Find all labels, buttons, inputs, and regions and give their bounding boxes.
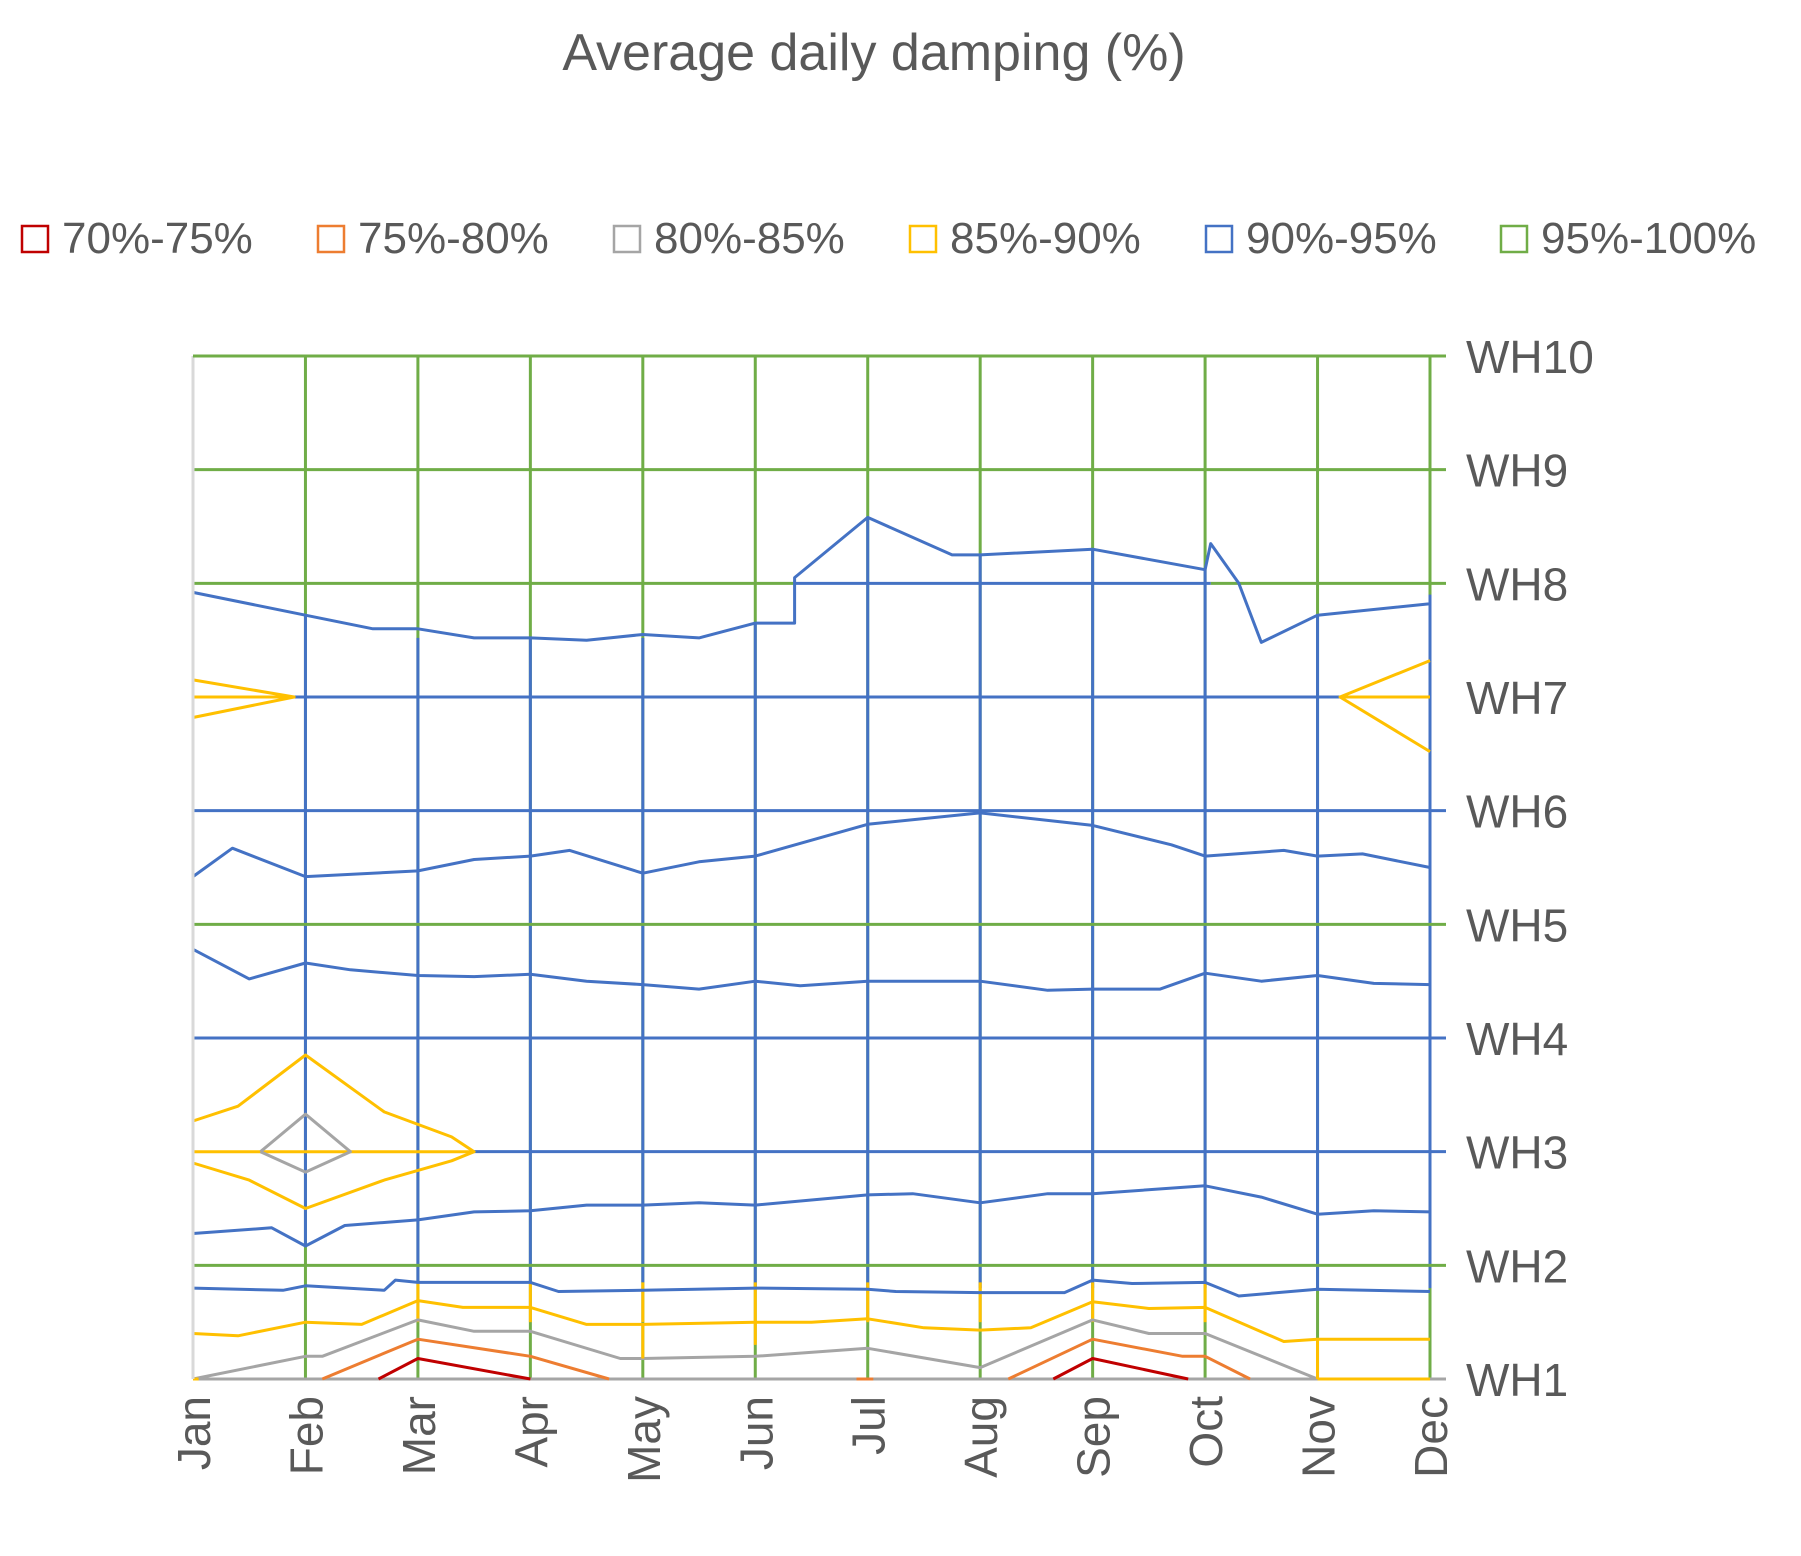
x-tick-jan: Jan bbox=[168, 1396, 220, 1470]
legend-swatch-5 bbox=[1204, 224, 1234, 254]
x-tick-mar: Mar bbox=[393, 1396, 445, 1475]
legend-label-3: 80%-85% bbox=[654, 214, 845, 263]
legend-swatch-6 bbox=[1499, 224, 1529, 254]
legend-label-1: 70%-75% bbox=[62, 214, 253, 263]
contour-2 bbox=[192, 811, 1431, 879]
contour-1 bbox=[192, 515, 1432, 644]
x-tick-nov: Nov bbox=[1293, 1396, 1345, 1478]
legend-swatch-3 bbox=[612, 224, 642, 254]
contour-11 bbox=[1052, 1357, 1189, 1381]
y-tick-wh5: WH5 bbox=[1466, 899, 1568, 951]
y-tick-wh4: WH4 bbox=[1466, 1013, 1568, 1065]
contour-8 bbox=[321, 1337, 610, 1381]
x-tick-jun: Jun bbox=[730, 1396, 782, 1470]
legend-label-5: 90%-95% bbox=[1246, 214, 1437, 263]
contour-19 bbox=[259, 1112, 352, 1174]
contour-5 bbox=[192, 1278, 1431, 1298]
contour-9 bbox=[1007, 1337, 1251, 1381]
y-tick-wh8: WH8 bbox=[1466, 558, 1568, 610]
x-tick-may: May bbox=[618, 1396, 670, 1483]
y-tick-wh7: WH7 bbox=[1466, 672, 1568, 724]
legend-swatch-2 bbox=[316, 224, 346, 254]
x-tick-oct: Oct bbox=[1180, 1396, 1232, 1468]
x-tick-sep: Sep bbox=[1068, 1396, 1120, 1478]
chart-title: Average daily damping (%) bbox=[562, 24, 1185, 82]
legend-swatch-1 bbox=[20, 224, 50, 254]
legend-label-6: 95%-100% bbox=[1541, 214, 1756, 263]
legend-label-4: 85%-90% bbox=[950, 214, 1141, 263]
x-tick-apr: Apr bbox=[505, 1396, 557, 1468]
y-tick-wh9: WH9 bbox=[1466, 445, 1568, 497]
x-tick-jul: Jul bbox=[843, 1396, 895, 1455]
y-tick-wh3: WH3 bbox=[1466, 1127, 1568, 1179]
contour-10 bbox=[377, 1357, 531, 1381]
contour-4 bbox=[192, 1184, 1431, 1248]
x-tick-dec: Dec bbox=[1405, 1396, 1457, 1478]
contour-3 bbox=[192, 947, 1431, 992]
x-axis: Jan Feb Mar Apr May Jun Jul Aug Sep Oct Nov Dec bbox=[168, 1396, 1457, 1483]
legend-swatch-4 bbox=[908, 224, 938, 254]
legend: 70%-75% 75%-80% 80%-85% 85%-90% 90%-95% 95%-1… bbox=[20, 214, 1756, 263]
y-axis: WH1 WH2 WH3 WH4 WH5 WH6 WH7 WH8 WH9 WH10 bbox=[1466, 331, 1594, 1406]
legend-label-2: 75%-80% bbox=[358, 214, 549, 263]
x-tick-feb: Feb bbox=[280, 1396, 332, 1475]
y-tick-wh6: WH6 bbox=[1466, 786, 1568, 838]
y-tick-wh10: WH10 bbox=[1466, 331, 1594, 383]
y-tick-wh1: WH1 bbox=[1466, 1354, 1568, 1406]
y-tick-wh2: WH2 bbox=[1466, 1240, 1568, 1292]
contour-6 bbox=[192, 1299, 1430, 1343]
x-tick-aug: Aug bbox=[955, 1396, 1007, 1478]
plot-area bbox=[191, 354, 1446, 1381]
